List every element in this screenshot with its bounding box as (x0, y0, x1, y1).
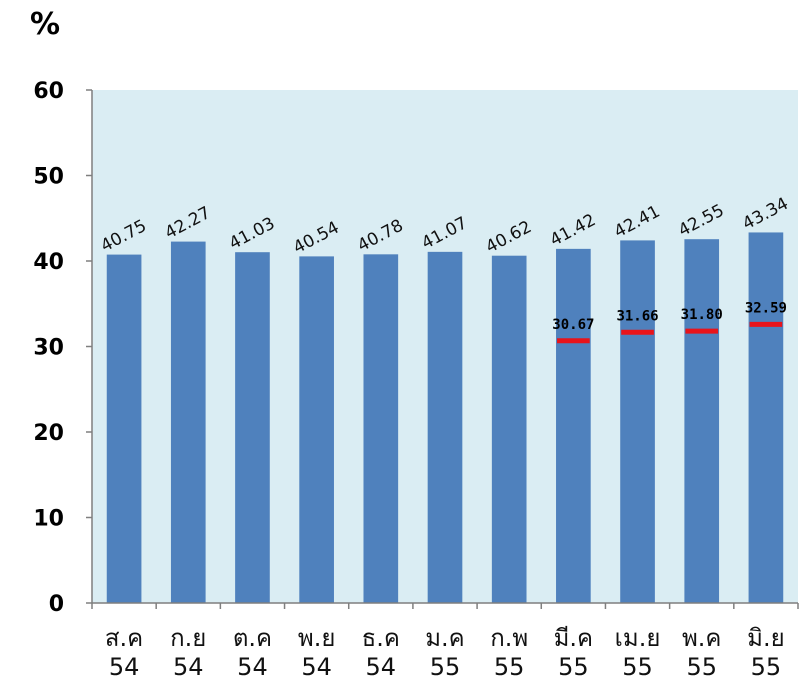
x-tick-label-year: 55 (686, 653, 717, 681)
x-tick-label-month: มิ.ย (747, 624, 785, 652)
bar (684, 239, 720, 603)
x-tick-label-month: ม.ค (425, 624, 465, 652)
x-tick-label-year: 55 (430, 653, 461, 681)
bar (491, 255, 527, 603)
bar (363, 254, 399, 603)
x-tick-label-month: มี.ค (554, 624, 594, 652)
y-tick-label: 10 (33, 507, 64, 532)
x-tick-label-year: 55 (558, 653, 589, 681)
marker-data-label: 32.59 (745, 300, 787, 316)
x-tick-label-month: พ.ย (298, 624, 336, 652)
y-tick-label: 40 (33, 250, 64, 275)
x-tick-label-year: 54 (109, 653, 140, 681)
x-tick-label-year: 55 (622, 653, 653, 681)
marker-data-label: 30.67 (552, 317, 594, 333)
unit-label: % (30, 7, 60, 42)
y-tick-label: 20 (33, 421, 64, 446)
bar (170, 241, 206, 604)
x-tick-label-year: 54 (301, 653, 332, 681)
y-tick-label: 30 (33, 336, 64, 361)
bar (620, 240, 655, 603)
x-tick-label-month: ก.ย (170, 624, 206, 652)
y-tick-label: 0 (49, 592, 64, 617)
bar (299, 256, 334, 603)
y-tick-label: 50 (33, 165, 64, 190)
bar (235, 252, 270, 604)
x-tick-label-year: 54 (366, 653, 397, 681)
marker-data-label: 31.80 (681, 307, 723, 323)
x-tick-label-year: 55 (494, 653, 525, 681)
x-axis: ส.ค54ก.ย54ต.ค54พ.ย54ธ.ค54ม.ค55ก.พ55มี.ค5… (91, 603, 799, 681)
x-tick-label-month: ก.พ (490, 624, 528, 652)
y-axis: 0 10 20 30 40 50 60 (33, 79, 92, 617)
marker-series: 30.67 31.66 31.80 32.59 (552, 300, 787, 344)
x-tick-label-year: 55 (751, 653, 782, 681)
x-tick-label-year: 54 (173, 653, 204, 681)
x-tick-label-month: ธ.ค (362, 624, 400, 652)
bar (427, 251, 463, 603)
x-tick-label-month: ส.ค (105, 624, 143, 652)
x-tick-label-month: เม.ย (615, 624, 661, 652)
x-tick-label-year: 54 (237, 653, 268, 681)
bar (106, 254, 142, 603)
bar (556, 248, 591, 603)
bar (748, 232, 784, 603)
x-tick-label-month: พ.ค (682, 624, 722, 652)
marker-data-label: 31.66 (616, 308, 658, 324)
x-tick-label-month: ต.ค (233, 624, 272, 652)
y-tick-label: 60 (33, 79, 64, 104)
bar-series: 40.75 42.27 41.03 40.54 40.78 41.07 40.62 41.42… (98, 194, 792, 604)
